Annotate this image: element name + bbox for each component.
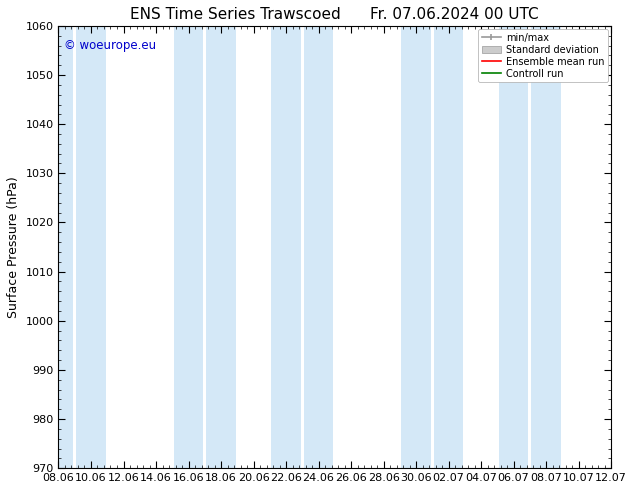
Bar	[304, 26, 333, 468]
Title: ENS Time Series Trawscoed      Fr. 07.06.2024 00 UTC: ENS Time Series Trawscoed Fr. 07.06.2024…	[131, 7, 539, 22]
Text: © woeurope.eu: © woeurope.eu	[64, 39, 156, 52]
Bar	[76, 26, 106, 468]
Bar	[499, 26, 528, 468]
Legend: min/max, Standard deviation, Ensemble mean run, Controll run: min/max, Standard deviation, Ensemble me…	[477, 29, 608, 82]
Bar	[44, 26, 73, 468]
Bar	[174, 26, 203, 468]
Bar	[207, 26, 236, 468]
Bar	[271, 26, 301, 468]
Bar	[434, 26, 463, 468]
Bar	[401, 26, 430, 468]
Y-axis label: Surface Pressure (hPa): Surface Pressure (hPa)	[7, 176, 20, 318]
Bar	[531, 26, 560, 468]
